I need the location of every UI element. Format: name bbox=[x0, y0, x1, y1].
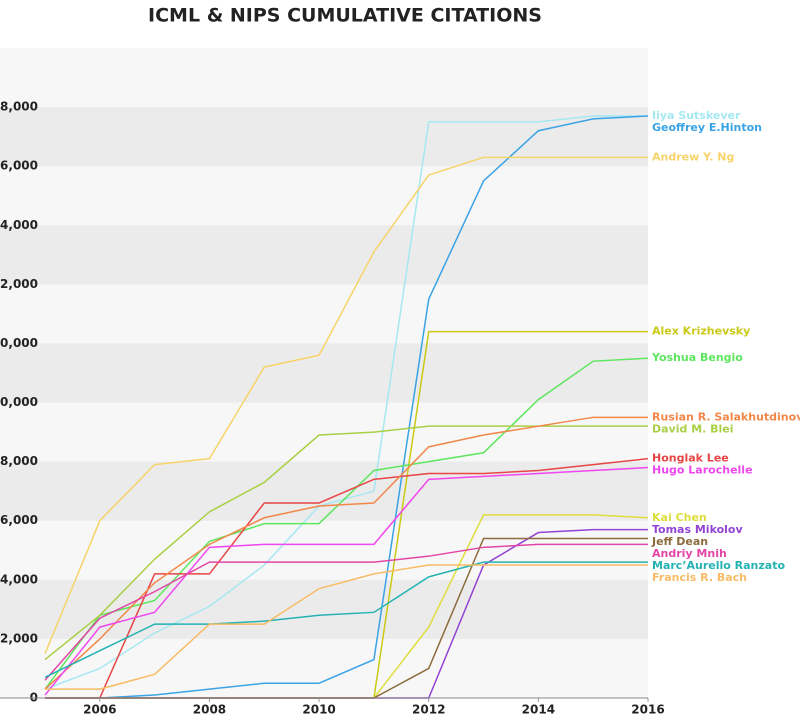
legend-label: Tomas Mikolov bbox=[652, 523, 743, 536]
series-line bbox=[44, 357, 649, 690]
y-tick-label: 10,000 bbox=[0, 336, 38, 350]
y-tick-label: 4,000 bbox=[0, 572, 38, 586]
plot-bands bbox=[0, 48, 648, 698]
y-tick-label: 10,000 bbox=[0, 395, 38, 409]
series-line bbox=[45, 564, 648, 690]
legend-label: Andrew Y. Ng bbox=[652, 150, 734, 163]
series-line bbox=[45, 457, 649, 699]
grid-band bbox=[0, 579, 648, 639]
legend-label: Marc’Aurello Ranzato bbox=[652, 559, 785, 572]
series-line bbox=[44, 416, 648, 690]
x-tick-label: 2006 bbox=[83, 703, 116, 716]
y-tick-label: 16,000 bbox=[0, 159, 38, 173]
series-line bbox=[44, 425, 648, 661]
y-tick-label: 12,000 bbox=[0, 277, 38, 291]
x-tick-label: 2012 bbox=[412, 703, 445, 716]
series-line bbox=[45, 115, 649, 699]
y-tick-label: 14,000 bbox=[0, 218, 38, 232]
legend-label: Geoffrey E.Hinton bbox=[652, 121, 762, 134]
series-line bbox=[44, 115, 648, 690]
grid-band bbox=[0, 461, 648, 521]
y-tick-label: 6,000 bbox=[0, 513, 38, 527]
series-line bbox=[44, 466, 649, 696]
legend-label: Honglak Lee bbox=[652, 452, 729, 465]
legend-label: Francis R. Bach bbox=[652, 571, 747, 584]
x-tick-label: 2016 bbox=[631, 703, 664, 716]
legend-label: Jeff Dean bbox=[651, 535, 708, 548]
legend-label: Kai Chen bbox=[652, 511, 707, 524]
y-tick-label: 18,000 bbox=[0, 100, 38, 114]
grid-band bbox=[0, 107, 648, 167]
series-line bbox=[44, 561, 648, 678]
legend-label: David M. Blei bbox=[652, 422, 734, 435]
chart-title: ICML & NIPS CUMULATIVE CITATIONS bbox=[148, 5, 542, 27]
series-line bbox=[44, 156, 648, 654]
legend-label: Alex Krizhevsky bbox=[652, 325, 750, 338]
legend-label: Hugo Larochelle bbox=[652, 464, 753, 477]
x-tick-label: 2008 bbox=[193, 703, 226, 716]
legend-label: Rusian R. Salakhutdinov bbox=[652, 410, 800, 423]
grid-band bbox=[0, 343, 648, 403]
grid-band bbox=[0, 225, 648, 285]
legend-label: Iiya Sutskever bbox=[652, 109, 741, 122]
legend-label: Yoshua Bengio bbox=[651, 351, 743, 364]
legend-label: Andriy Mnih bbox=[652, 547, 727, 560]
y-tick-label: 8,000 bbox=[0, 454, 38, 468]
y-tick-label: 2,000 bbox=[0, 631, 38, 645]
x-tick-label: 2014 bbox=[522, 703, 555, 716]
series-line bbox=[44, 543, 648, 681]
x-tick-label: 2010 bbox=[302, 703, 335, 716]
